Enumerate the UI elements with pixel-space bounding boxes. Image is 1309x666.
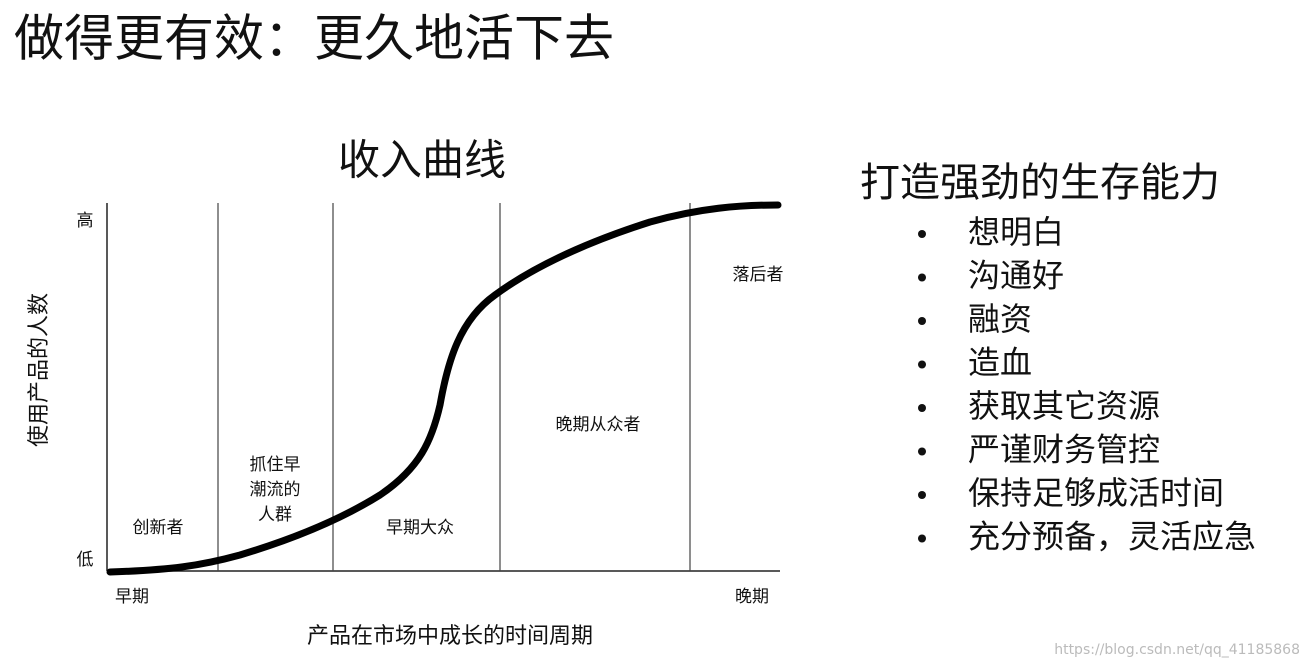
segment-label: 潮流的 — [250, 480, 301, 500]
y-low: 低 — [77, 550, 94, 570]
bullet — [918, 317, 926, 325]
bullet — [918, 273, 926, 282]
panel-item: 保持足够成活时间 — [968, 474, 1224, 512]
bullet — [918, 404, 926, 412]
bullet — [918, 534, 926, 543]
x-start: 早期 — [115, 587, 149, 607]
s-curve — [106, 201, 782, 576]
panel-item: 沟通好 — [968, 257, 1064, 295]
panel-item: 融资 — [968, 300, 1032, 338]
segment-label: 抓住早 — [250, 455, 301, 475]
panel-item: 充分预备，灵活应急 — [968, 518, 1256, 556]
x-axis-label: 产品在市场中成长的时间周期 — [307, 624, 593, 649]
y-axis-label: 使用产品的人数 — [27, 293, 52, 447]
watermark: https://blog.csdn.net/qq_41185868 — [1054, 642, 1300, 658]
segment-label: 创新者 — [133, 518, 184, 538]
x-end: 晚期 — [735, 587, 769, 607]
panel-item: 获取其它资源 — [968, 387, 1160, 425]
panel-item: 想明白 — [968, 213, 1064, 251]
segment-label: 晚期从众者 — [556, 415, 641, 435]
segment-label: 人群 — [258, 505, 292, 525]
bullet — [918, 447, 926, 456]
bullet — [918, 360, 926, 369]
panel-item: 严谨财务管控 — [968, 431, 1160, 469]
bullet — [918, 230, 926, 238]
panel-title: 打造强劲的生存能力 — [860, 160, 1220, 206]
slide-title: 做得更有效：更久地活下去 — [14, 10, 614, 68]
segment-label: 早期大众 — [386, 518, 454, 538]
bullet — [918, 491, 926, 499]
segment-label: 落后者 — [733, 265, 784, 285]
diagram-title: 收入曲线 — [338, 136, 506, 185]
panel-item: 造血 — [968, 344, 1032, 382]
y-high: 高 — [77, 211, 94, 231]
